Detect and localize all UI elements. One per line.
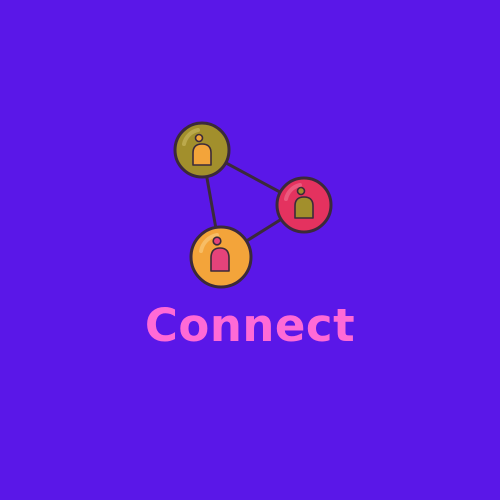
brand-name: Connect [144,299,356,352]
person-node-crimson [275,176,333,234]
person-node-olive [173,121,231,179]
person-icon [210,236,230,272]
person-node-orange [189,225,253,289]
person-icon [192,133,212,166]
person-icon [294,186,314,219]
